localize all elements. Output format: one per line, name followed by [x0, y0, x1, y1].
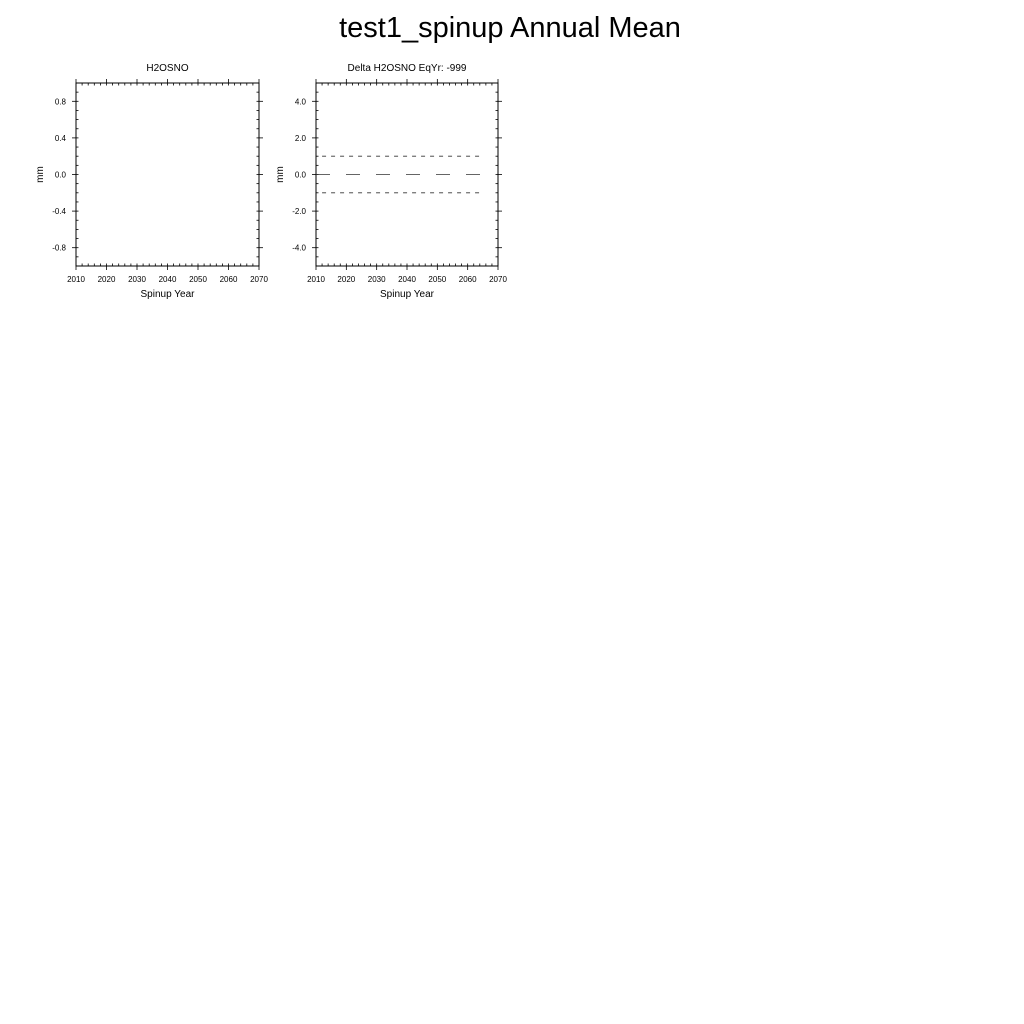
x-tick-label: 2030 — [128, 275, 146, 284]
y-tick-label: 0.8 — [55, 97, 67, 106]
y-tick-label: -4.0 — [292, 244, 306, 253]
x-tick-label: 2020 — [337, 275, 355, 284]
chart-panel-2: 2010 2020 2030 2040 2050 2060 2070 -4.0 -2.0 0.0 2… — [275, 63, 507, 300]
y-axis-label: mm — [275, 166, 286, 183]
chart-panel-1: 2010 2020 2030 2040 2050 2060 2070 -0.8 -0.4 0.0 0… — [35, 63, 268, 300]
y-tick-label: 0.4 — [55, 134, 67, 143]
y-tick-label: 4.0 — [295, 97, 307, 106]
page-title: test1_spinup Annual Mean — [339, 12, 681, 44]
x-tick-label: 2040 — [159, 275, 177, 284]
chart-title: H2OSNO — [146, 63, 188, 74]
x-tick-label: 2040 — [398, 275, 416, 284]
x-tick-label: 2070 — [250, 275, 268, 284]
y-tick-label: -0.4 — [52, 207, 66, 216]
y-axis-label: mm — [35, 166, 46, 183]
x-axis-label: Spinup Year — [141, 289, 196, 300]
y-tick-label: 2.0 — [295, 134, 307, 143]
x-axis-label: Spinup Year — [380, 289, 435, 300]
x-tick-label: 2020 — [98, 275, 116, 284]
x-tick-label: 2010 — [307, 275, 325, 284]
y-tick-label: -0.8 — [52, 244, 66, 253]
y-tick-label: -2.0 — [292, 207, 306, 216]
x-tick-label: 2060 — [220, 275, 238, 284]
x-tick-label: 2030 — [368, 275, 386, 284]
x-tick-label: 2050 — [189, 275, 207, 284]
plot-frame — [75, 82, 260, 267]
x-tick-label: 2010 — [67, 275, 85, 284]
x-tick-label: 2070 — [489, 275, 507, 284]
x-tick-label: 2050 — [428, 275, 446, 284]
y-tick-label: 0.0 — [295, 171, 307, 180]
chart-title: Delta H2OSNO EqYr: -999 — [348, 63, 467, 74]
x-tick-label: 2060 — [459, 275, 477, 284]
y-tick-label: 0.0 — [55, 171, 67, 180]
